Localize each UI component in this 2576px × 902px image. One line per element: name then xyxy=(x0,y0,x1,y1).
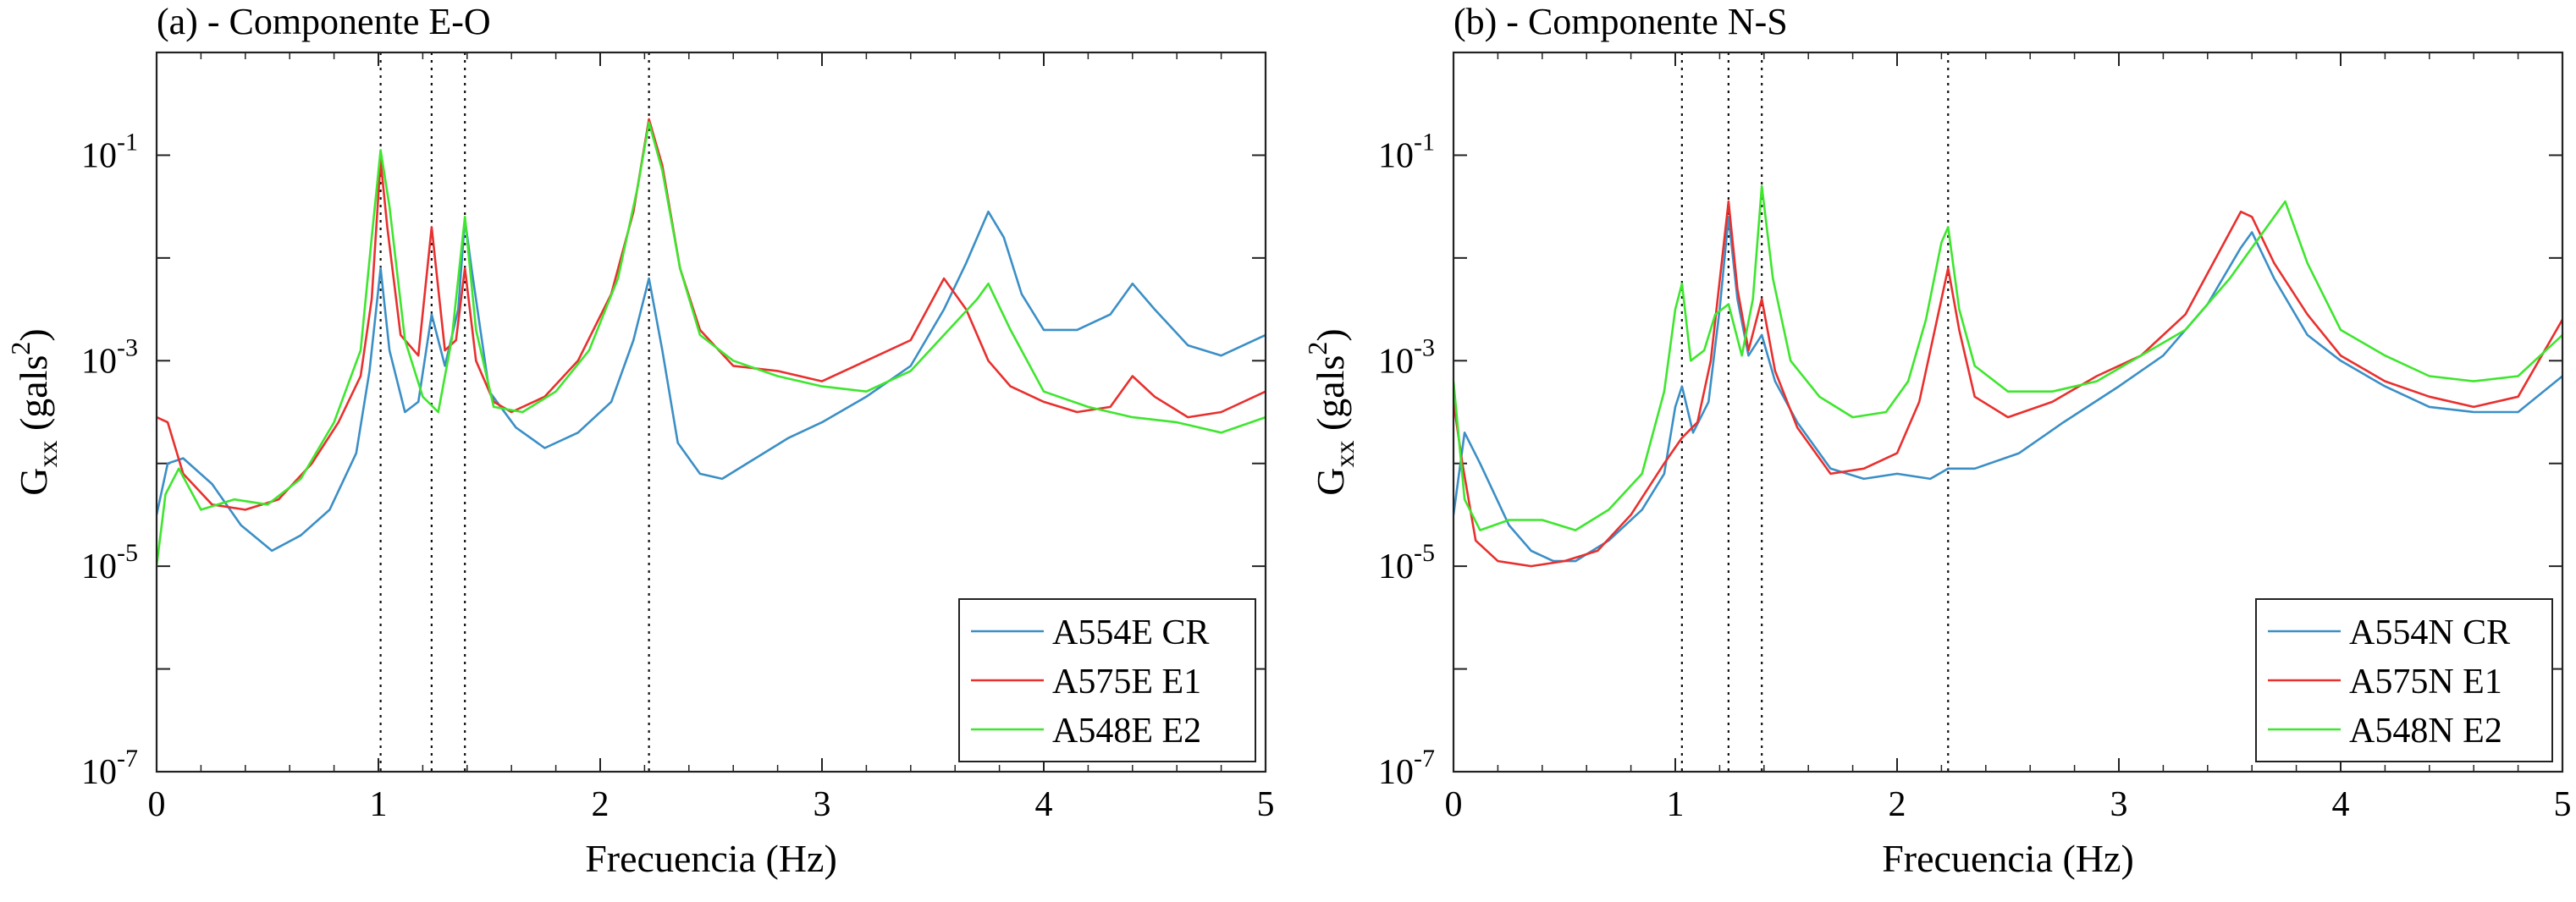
y-tick-label: 10-5 xyxy=(81,539,138,586)
legend: A554N CR A575N E1 A548N E2 xyxy=(2255,598,2553,762)
y-tick-base: 10 xyxy=(81,547,117,586)
axes-box xyxy=(1452,51,2564,773)
x-tick-label: 2 xyxy=(592,785,610,824)
x-tick-label: 0 xyxy=(148,785,166,824)
y-label-sup: 2 xyxy=(5,342,36,355)
axes-box xyxy=(155,51,1267,773)
legend-label: A554N CR xyxy=(2349,613,2510,652)
x-tick-label: 1 xyxy=(1667,785,1685,824)
x-tick-label: 3 xyxy=(2110,785,2128,824)
y-label-unit: (gals xyxy=(12,355,55,441)
panel-title: (a) - Componente E-O xyxy=(157,1,491,42)
y-tick-base: 10 xyxy=(81,753,117,792)
series-line xyxy=(1453,200,2562,568)
y-tick-exponent: -5 xyxy=(1414,539,1435,567)
y-tick-exponent: -1 xyxy=(1414,128,1435,156)
y-tick-exponent: -5 xyxy=(117,539,138,567)
y-label-close: ) xyxy=(12,328,55,341)
x-tick-label: 0 xyxy=(1445,785,1463,824)
x-tick-label: 4 xyxy=(2332,785,2350,824)
y-tick-exponent: -7 xyxy=(1414,745,1435,773)
x-tick-label: 3 xyxy=(814,785,831,824)
legend-label: A554E CR xyxy=(1052,613,1210,652)
panel-title: (b) - Componente N-S xyxy=(1453,1,1788,42)
panel-a: 0 1 2 3 4 510-110-310-510-7(a) - Componente E… xyxy=(5,1,1275,880)
y-tick-base: 10 xyxy=(81,342,117,381)
y-label-unit: (gals xyxy=(1309,355,1352,441)
y-tick-label: 10-3 xyxy=(81,333,138,381)
y-label-close: ) xyxy=(1309,328,1352,341)
y-tick-exponent: -7 xyxy=(117,745,138,773)
y-label-sub: xx xyxy=(32,441,63,468)
x-tick-label: 2 xyxy=(1889,785,1906,824)
y-tick-base: 10 xyxy=(1378,136,1414,175)
series-line xyxy=(157,118,1266,511)
y-axis-label: Gxx (gals2) xyxy=(1302,328,1360,495)
series-line xyxy=(157,210,1266,553)
y-tick-exponent: -3 xyxy=(117,333,138,361)
y-tick-label: 10-5 xyxy=(1378,539,1435,586)
series-group xyxy=(157,118,1266,567)
legend-label: A548E E2 xyxy=(1052,712,1201,751)
y-tick-label: 10-7 xyxy=(81,745,138,792)
x-tick-label: 5 xyxy=(1257,785,1275,824)
y-label-g: G xyxy=(12,468,55,496)
y-tick-label: 10-3 xyxy=(1378,333,1435,381)
y-axis-label: Gxx (gals2) xyxy=(5,328,63,495)
panel-b: 0 1 2 3 4 510-110-310-510-7(b) - Componente N… xyxy=(1302,1,2572,880)
y-tick-exponent: -1 xyxy=(117,128,138,156)
legend-label: A575N E1 xyxy=(2349,663,2502,701)
legend-label: A575E E1 xyxy=(1052,663,1201,701)
series-line xyxy=(1453,215,2562,563)
x-tick-label: 5 xyxy=(2554,785,2572,824)
x-tick-label: 1 xyxy=(370,785,388,824)
series-line xyxy=(1453,184,2562,531)
x-axis-label: Frecuencia (Hz) xyxy=(585,837,837,880)
y-tick-base: 10 xyxy=(81,136,117,175)
legend-label: A548N E2 xyxy=(2349,712,2502,751)
y-tick-base: 10 xyxy=(1378,547,1414,586)
y-tick-label: 10-1 xyxy=(1378,128,1435,175)
y-tick-base: 10 xyxy=(1378,342,1414,381)
legend: A554E CR A575E E1 A548E E2 xyxy=(958,598,1256,762)
y-label-g: G xyxy=(1309,468,1352,496)
x-axis-label: Frecuencia (Hz) xyxy=(1882,837,2134,880)
y-tick-label: 10-7 xyxy=(1378,745,1435,792)
series-group xyxy=(1453,184,2562,568)
x-tick-label: 4 xyxy=(1035,785,1053,824)
y-tick-exponent: -3 xyxy=(1414,333,1435,361)
series-line xyxy=(157,121,1266,567)
y-tick-label: 10-1 xyxy=(81,128,138,175)
y-label-sup: 2 xyxy=(1302,342,1332,355)
y-tick-base: 10 xyxy=(1378,753,1414,792)
y-label-sub: xx xyxy=(1329,441,1360,468)
